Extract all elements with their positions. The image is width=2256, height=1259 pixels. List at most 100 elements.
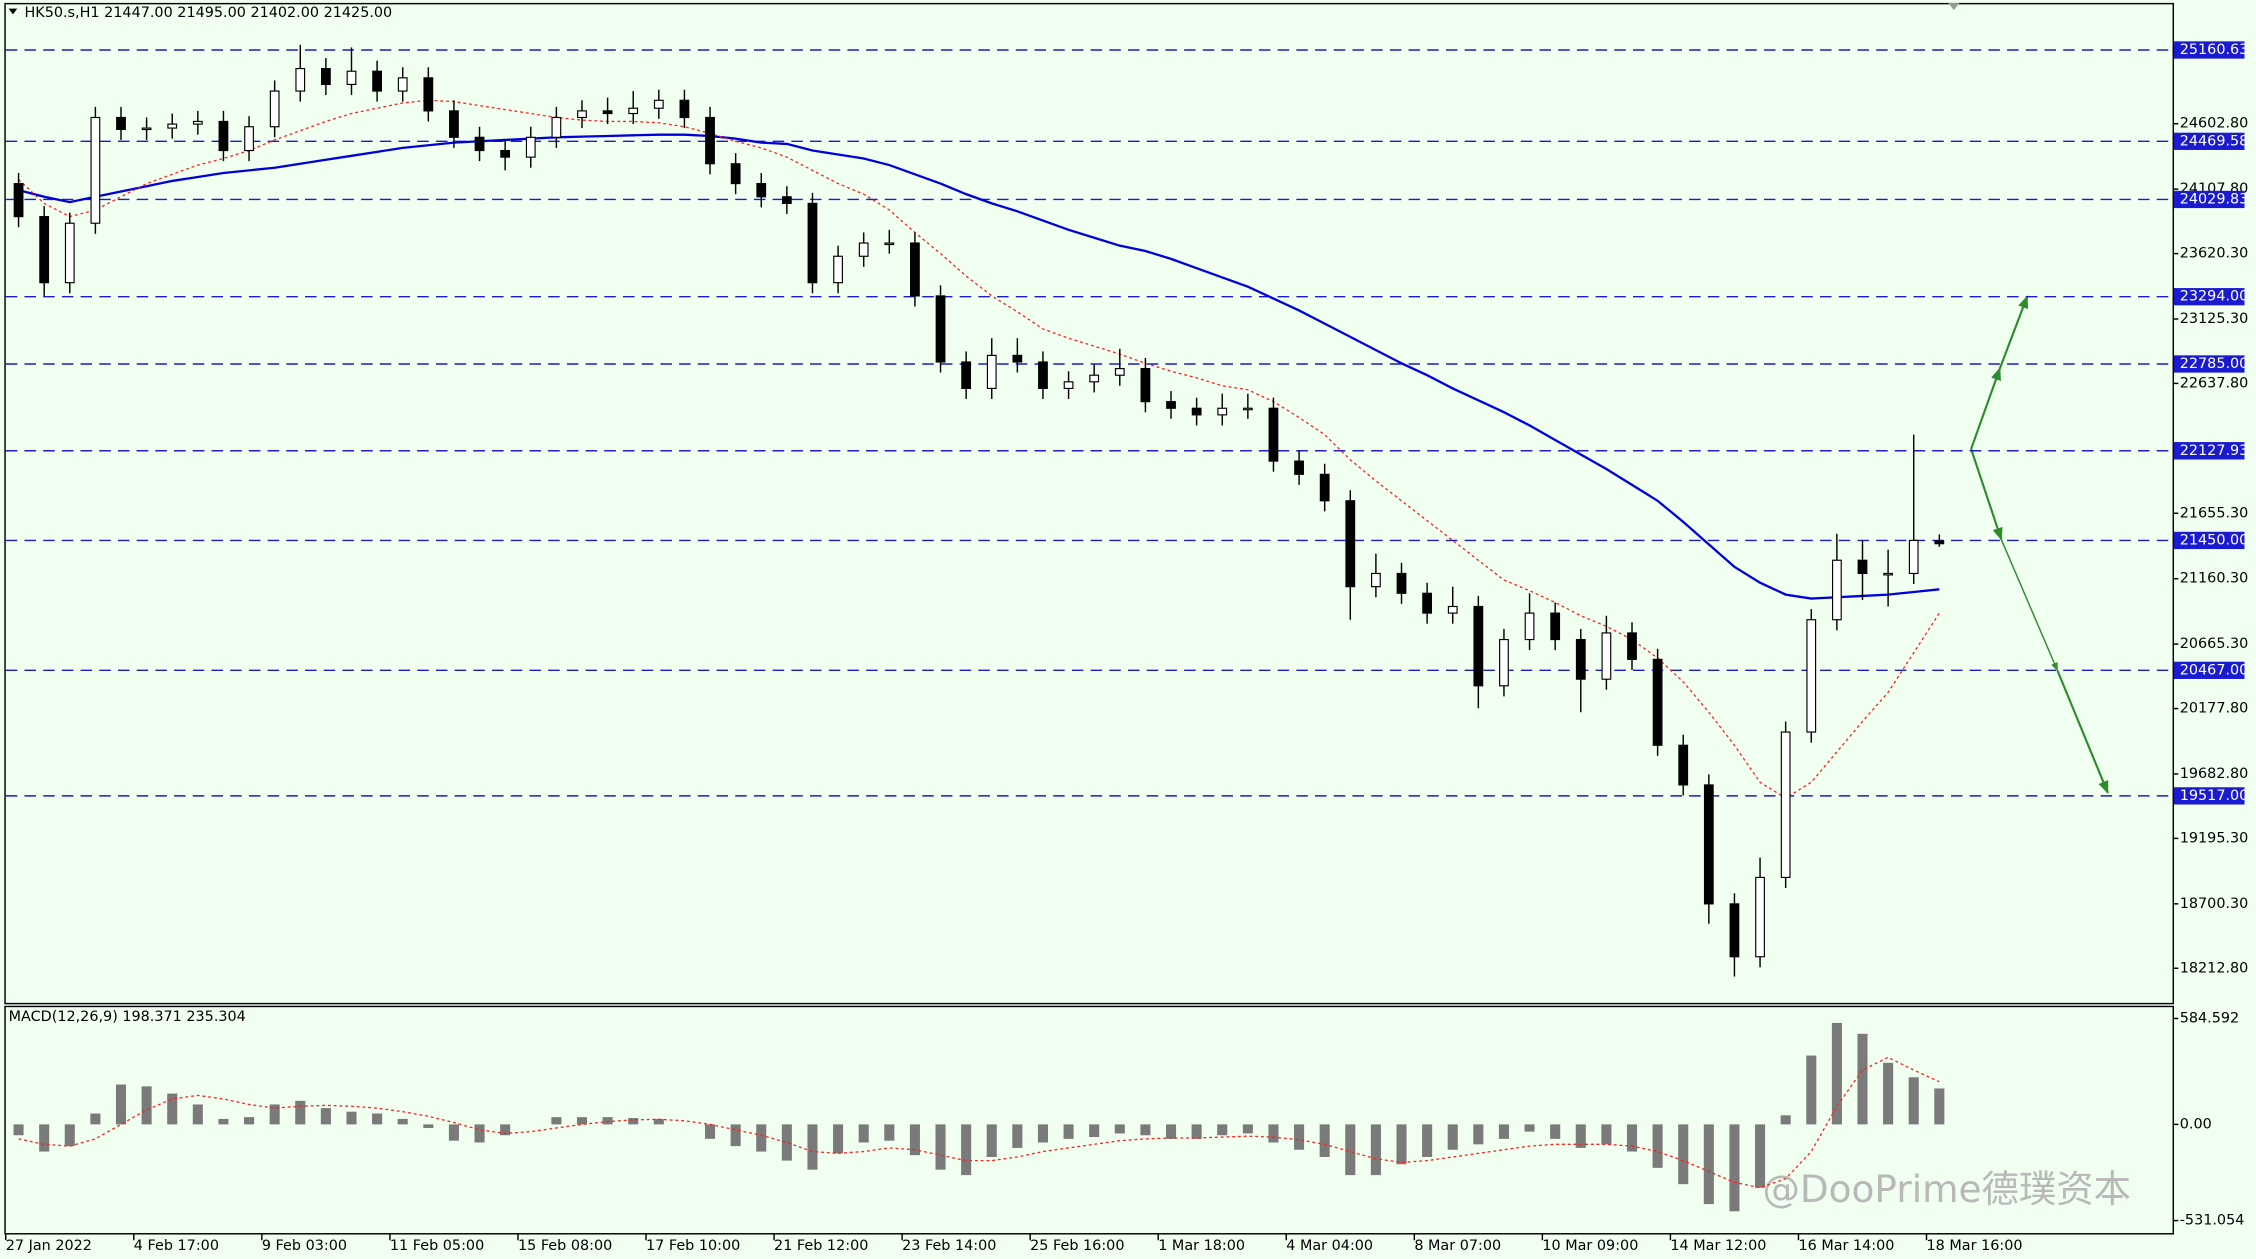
chart-title: HK50.s,H1 21447.00 21495.00 21402.00 214… (24, 5, 392, 21)
candle-body (1191, 407, 1202, 416)
x-tick-label: 1 Mar 18:00 (1158, 1238, 1245, 1254)
watermark: @DooPrime德璞资本 (1763, 1167, 2132, 1211)
candle-body (1755, 876, 1765, 958)
candle-body (1114, 368, 1125, 376)
x-tick-label: 25 Feb 16:00 (1030, 1238, 1124, 1254)
candle-body (628, 107, 639, 115)
x-tick-label: 15 Feb 08:00 (518, 1238, 612, 1254)
candle-body (218, 120, 229, 152)
macd-bar (1089, 1124, 1100, 1138)
macd-bar (1319, 1124, 1330, 1157)
y-tick-label: 584.592 (2180, 1010, 2239, 1026)
macd-bar (1165, 1124, 1177, 1139)
candle-body (1934, 540, 1945, 545)
x-tick-label: 4 Mar 04:00 (1286, 1238, 1373, 1254)
candle-body (1652, 658, 1663, 746)
candle-body (679, 99, 690, 119)
candle-body (1319, 473, 1330, 502)
level-tag (2173, 190, 2245, 209)
candle-body (1524, 612, 1535, 641)
candle-body (320, 68, 331, 86)
macd-bar (1114, 1124, 1125, 1134)
candle-body (167, 123, 178, 129)
macd-bar (1524, 1124, 1535, 1132)
candle-body (1575, 638, 1586, 680)
arrow-down (2000, 539, 2059, 672)
level-tag (2173, 132, 2245, 150)
arrow-down (2056, 670, 2109, 794)
macd-bar (90, 1113, 101, 1125)
macd-bar (1063, 1124, 1074, 1139)
macd-bar (64, 1124, 75, 1147)
candle-body (910, 242, 920, 297)
y-tick-label: 21160.30 (2180, 571, 2249, 587)
macd-bar (1396, 1124, 1407, 1165)
candle-body (1806, 619, 1817, 733)
y-tick-label: 0.00 (2180, 1116, 2212, 1132)
projection-arrows (1970, 295, 2109, 794)
macd-bar (1883, 1062, 1894, 1125)
candle-body (833, 255, 843, 284)
y-tick-label: 20177.80 (2180, 701, 2249, 717)
candle-body (1447, 605, 1458, 614)
macd-bar (13, 1124, 24, 1136)
candle-body (1729, 903, 1740, 958)
macd-bar (1345, 1124, 1356, 1176)
macd-bar (1626, 1124, 1638, 1152)
candle-body (295, 68, 306, 92)
candle-body (397, 77, 408, 92)
candle-body (1012, 354, 1023, 363)
macd-bar (1037, 1124, 1049, 1143)
candle-body (551, 116, 562, 138)
macd-bar (141, 1086, 152, 1125)
macd-bar (1755, 1124, 1766, 1188)
y-tick-label: 19195.30 (2180, 830, 2249, 846)
macd-bar (448, 1124, 459, 1141)
y-tick-label: 18700.30 (2180, 896, 2249, 912)
macd-bar (1012, 1124, 1023, 1148)
macd-bar (781, 1124, 792, 1161)
level-tag (2173, 288, 2245, 306)
level-label: 19517.00 (2180, 788, 2249, 804)
level-label: 22127.93 (2180, 443, 2249, 459)
candle-body (1089, 374, 1100, 383)
macd-bar (192, 1104, 203, 1125)
candle-body (705, 116, 715, 165)
macd-bar (167, 1093, 178, 1125)
y-tick-label: 23125.30 (2180, 311, 2249, 327)
candle-body (1473, 605, 1484, 687)
y-tick-label: 18212.80 (2180, 960, 2249, 976)
y-tick-label: 22637.80 (2180, 375, 2249, 391)
level-label: 23294.00 (2180, 289, 2249, 305)
candle-body (1242, 407, 1253, 411)
candle-body (90, 116, 101, 224)
candle-body (781, 196, 792, 204)
macd-bar (1294, 1124, 1305, 1150)
menu-icon (8, 8, 18, 15)
arrow-up (1970, 367, 2001, 450)
candle-body (64, 222, 75, 284)
macd-bar (1908, 1077, 1919, 1125)
candle-body (1703, 784, 1714, 905)
macd-bar (269, 1104, 280, 1125)
macd-bar (576, 1117, 588, 1125)
macd-bar (115, 1084, 127, 1125)
macd-bar (1473, 1124, 1484, 1145)
candle-body (116, 116, 126, 130)
candle-body (1166, 401, 1176, 409)
macd-bar (346, 1111, 357, 1125)
macd-bar (1729, 1124, 1740, 1212)
level-tag (2173, 661, 2245, 679)
candle-body (1345, 500, 1356, 588)
shift-marker (1948, 2, 1960, 11)
macd-bar (1447, 1124, 1458, 1150)
macd-bar (1370, 1124, 1381, 1176)
candle-body (961, 361, 972, 390)
candle-body (372, 70, 382, 92)
macd-bar (935, 1124, 946, 1170)
macd-bar (1268, 1124, 1279, 1143)
candle-body (1857, 559, 1868, 575)
x-tick-label: 8 Mar 07:00 (1414, 1238, 1501, 1254)
x-tick-label: 17 Feb 10:00 (646, 1238, 740, 1254)
candle-body (141, 127, 152, 131)
